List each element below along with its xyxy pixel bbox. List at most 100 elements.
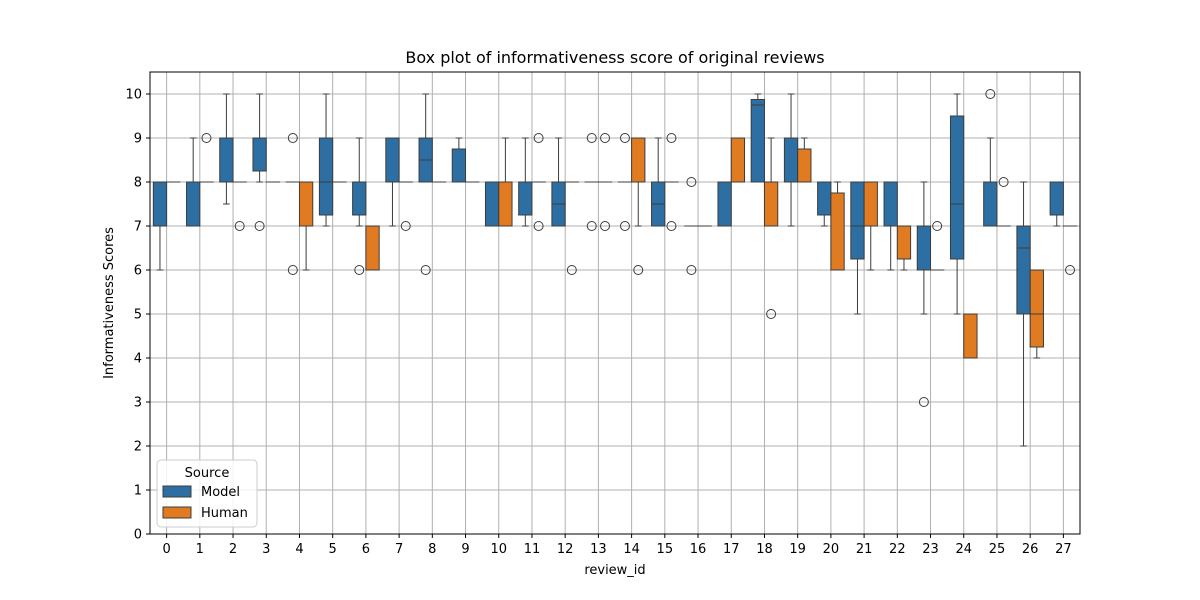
x-tick-label: 18 (756, 542, 773, 557)
x-tick-label: 3 (262, 542, 270, 557)
x-tick-label: 5 (329, 542, 337, 557)
box-model-24 (949, 93, 965, 315)
outlier-point (633, 265, 644, 275)
box-iqr (863, 181, 878, 227)
outlier-point (985, 89, 996, 99)
box-human-23 (930, 221, 945, 271)
box-iqr (963, 313, 978, 359)
box-model-18 (750, 93, 765, 183)
x-tick-label: 9 (461, 542, 469, 557)
box-iqr (850, 181, 865, 260)
box-model-1 (186, 137, 201, 227)
box-model-12 (551, 137, 566, 227)
box-human-1 (199, 133, 214, 183)
outlier-point (586, 133, 597, 143)
y-tick-label: 0 (134, 528, 142, 543)
box-human-21 (863, 181, 878, 271)
outlier-point (998, 177, 1009, 187)
box-iqr (983, 181, 998, 227)
outlier-point (666, 221, 677, 231)
chart-title: Box plot of informativeness score of ori… (405, 48, 824, 67)
outlier-point (287, 133, 298, 143)
box-iqr (186, 181, 201, 227)
outlier-point (533, 221, 544, 231)
box-iqr (750, 99, 765, 183)
box-model-8 (418, 93, 433, 275)
box-human-17 (730, 137, 746, 183)
x-tick-label: 16 (690, 542, 707, 557)
box-iqr (631, 137, 646, 183)
box-iqr (797, 148, 812, 183)
box-model-13 (584, 133, 599, 231)
box-iqr (916, 225, 932, 271)
box-human-27 (1062, 225, 1078, 275)
x-tick-label: 0 (162, 542, 170, 557)
box-series (152, 89, 1078, 447)
box-human-20 (830, 181, 845, 271)
box-iqr (763, 181, 779, 227)
box-iqr (730, 137, 746, 183)
x-tick-label: 15 (657, 542, 674, 557)
box-iqr (949, 115, 965, 260)
box-iqr (817, 181, 832, 216)
box-iqr (451, 148, 467, 183)
box-iqr (498, 181, 513, 227)
legend-label-model: Model (201, 485, 240, 500)
box-iqr (152, 181, 168, 227)
x-tick-label: 23 (922, 542, 939, 557)
box-iqr (1016, 225, 1031, 315)
outlier-point (420, 265, 431, 275)
outlier-point (600, 133, 611, 143)
box-human-14 (631, 137, 646, 275)
box-human-22 (896, 225, 912, 271)
x-tick-label: 6 (362, 542, 370, 557)
box-model-11 (518, 137, 533, 227)
box-model-19 (783, 93, 799, 227)
outlier-point (400, 221, 411, 231)
outlier-point (1065, 265, 1076, 275)
x-tick-label: 25 (989, 542, 1006, 557)
x-tick-label: 11 (524, 542, 541, 557)
box-model-10 (484, 181, 500, 227)
box-human-15 (664, 133, 679, 231)
outlier-point (619, 221, 630, 231)
legend-swatch-human (162, 506, 192, 519)
legend-label-human: Human (201, 506, 248, 521)
box-iqr (1049, 181, 1064, 216)
x-tick-label: 13 (590, 542, 607, 557)
x-tick-label: 20 (823, 542, 840, 557)
box-human-2 (232, 181, 247, 231)
x-tick-label: 10 (490, 542, 507, 557)
box-model-9 (451, 137, 467, 183)
outlier-point (533, 133, 544, 143)
x-tick-label: 8 (428, 542, 436, 557)
x-tick-label: 2 (229, 542, 237, 557)
box-model-17 (717, 181, 732, 227)
box-model-22 (883, 181, 898, 271)
box-human-26 (1029, 269, 1044, 359)
box-model-3 (252, 93, 267, 231)
x-tick-label: 24 (955, 542, 972, 557)
y-tick-label: 6 (134, 264, 142, 279)
x-tick-label: 21 (856, 542, 873, 557)
box-iqr (783, 137, 799, 183)
legend: Source Model Human (156, 459, 258, 528)
box-iqr (1029, 269, 1044, 348)
box-model-23 (916, 181, 932, 407)
box-iqr (252, 137, 267, 172)
box-human-4 (298, 181, 314, 271)
outlier-point (686, 265, 697, 275)
y-tick-label: 10 (125, 88, 142, 103)
outlier-point (766, 309, 777, 319)
box-human-19 (797, 137, 812, 183)
box-model-26 (1016, 181, 1031, 447)
box-model-6 (352, 137, 367, 275)
y-tick-label: 9 (134, 132, 142, 147)
box-model-7 (385, 137, 400, 227)
box-model-25 (983, 89, 998, 227)
outlier-point (619, 133, 630, 143)
outlier-point (287, 265, 298, 275)
box-human-24 (963, 313, 978, 359)
